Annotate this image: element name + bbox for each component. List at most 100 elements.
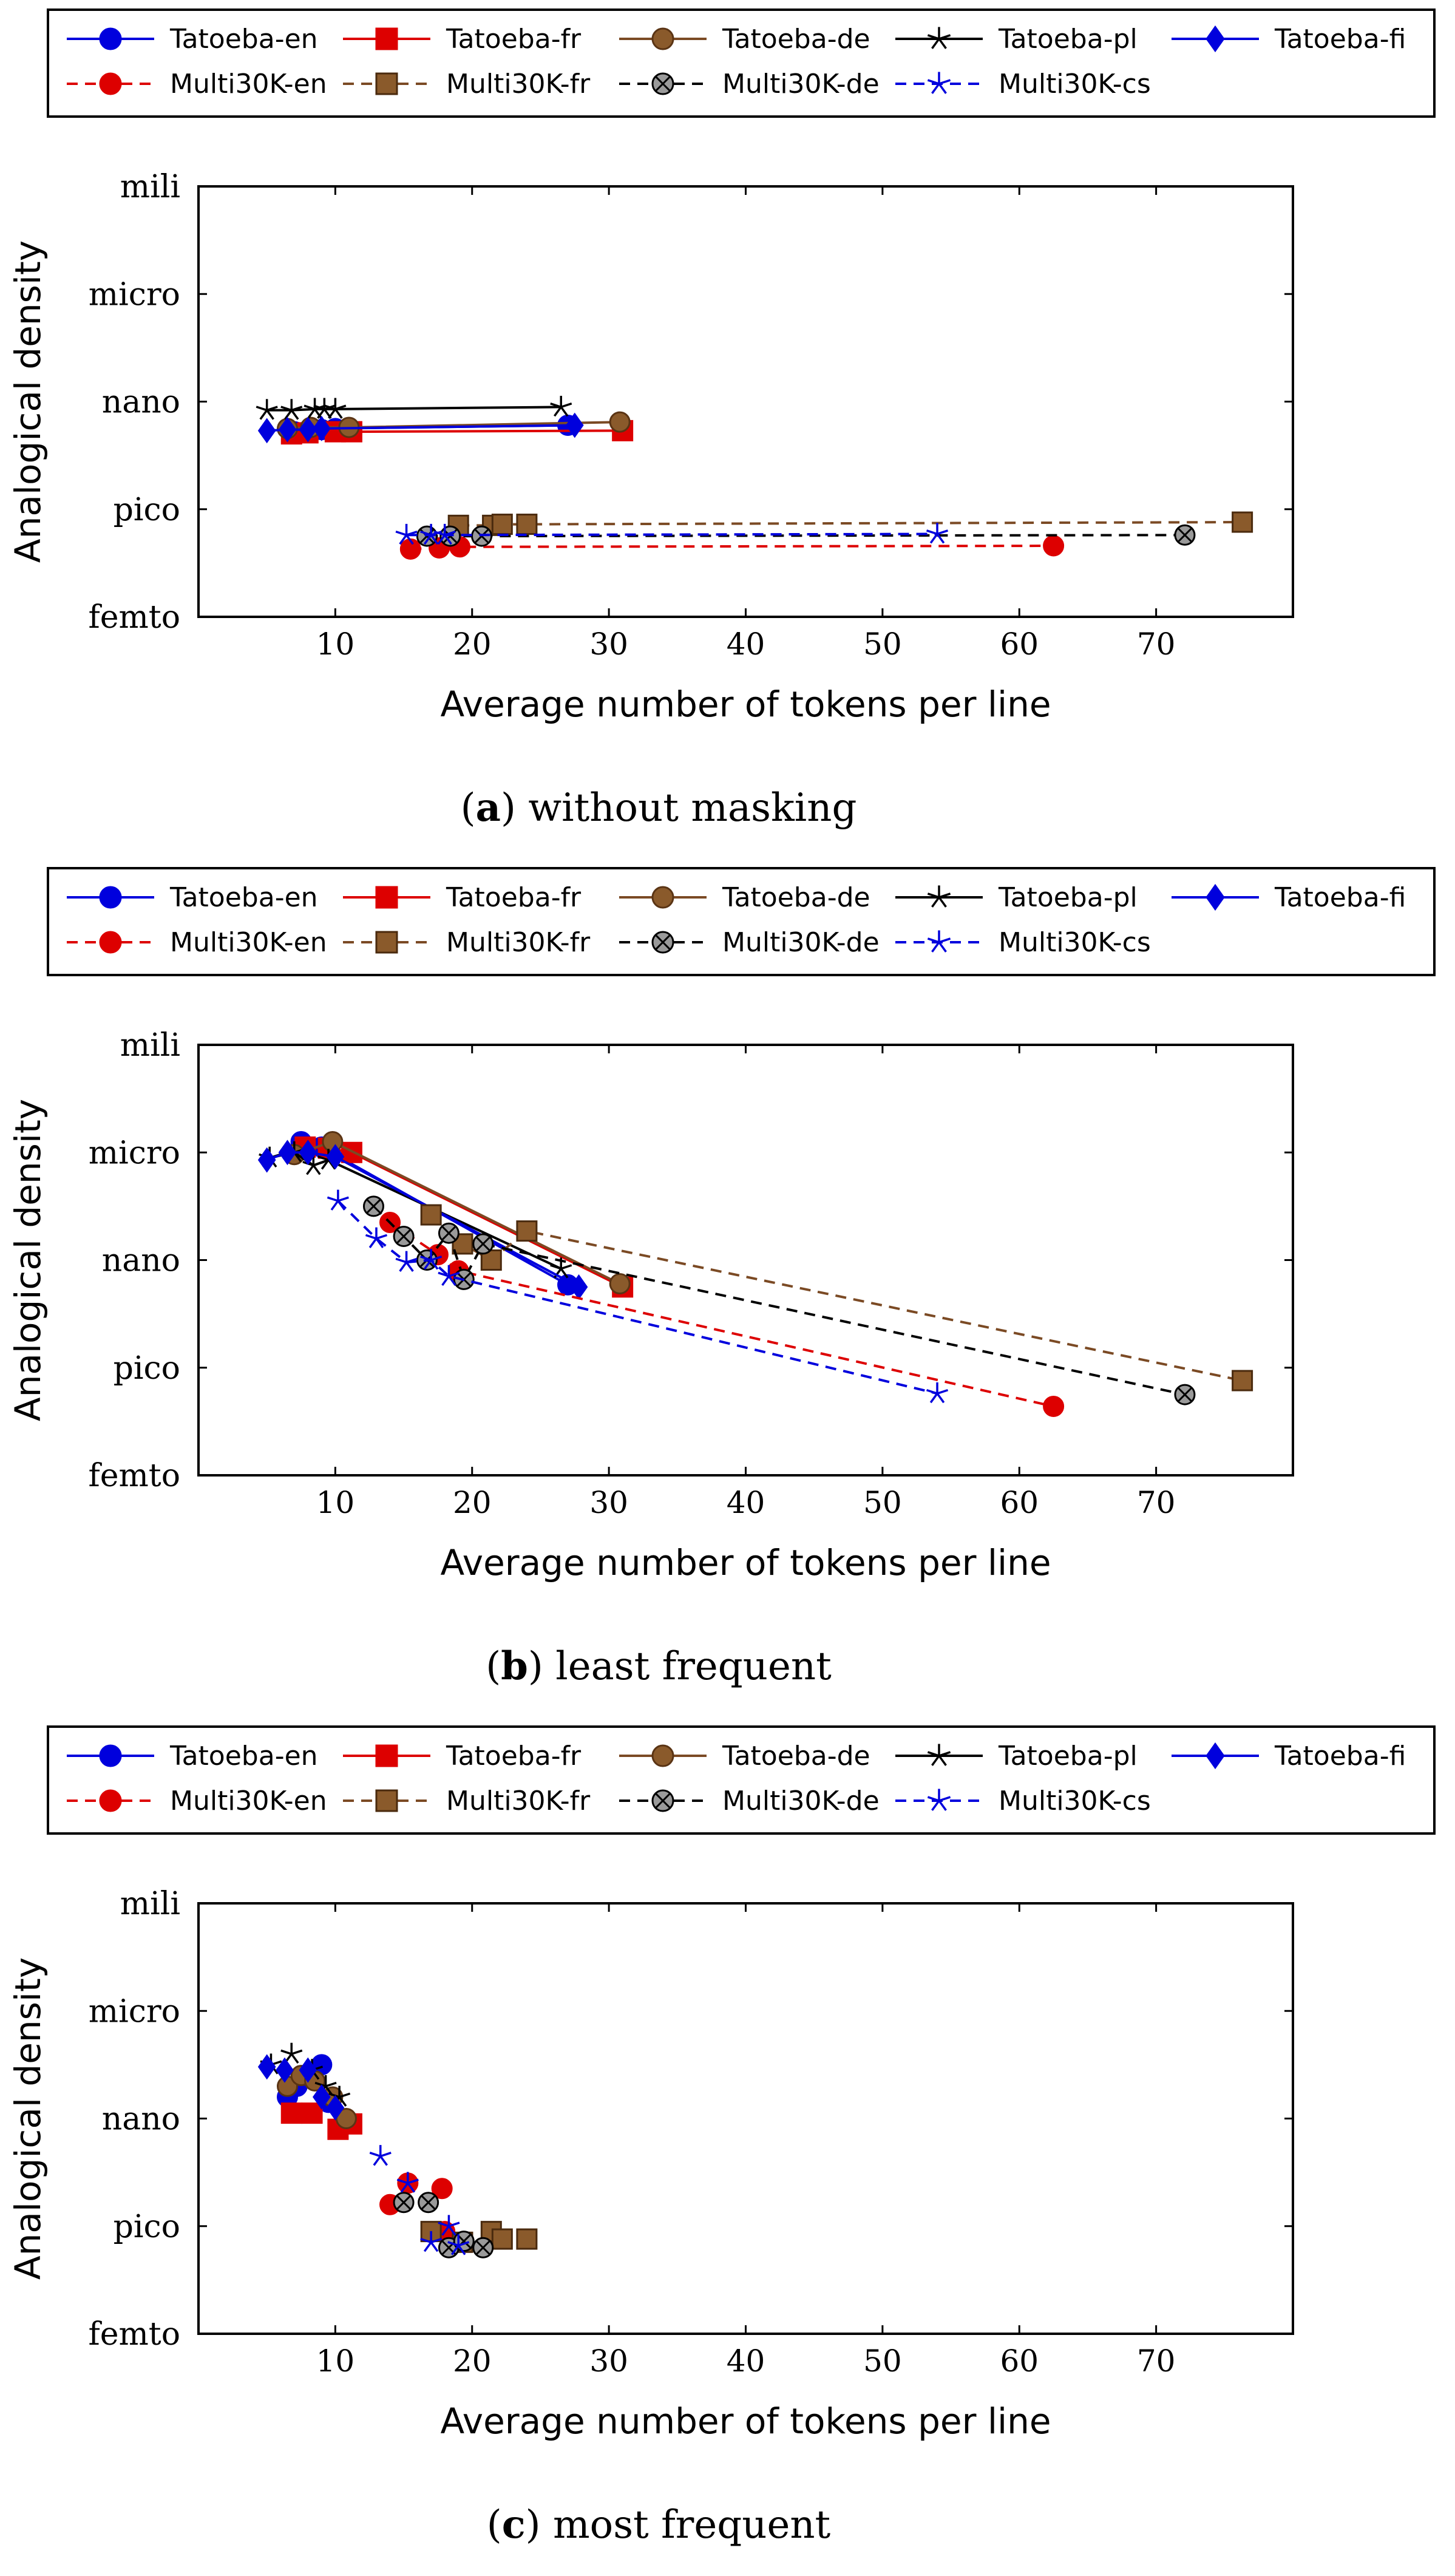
legend-label: Multi30K-fr <box>446 927 591 958</box>
x-tick-label: 70 <box>1137 2343 1176 2379</box>
data-point <box>369 2145 392 2166</box>
x-tick-label: 10 <box>316 1485 355 1520</box>
chart-c: Tatoeba-en Tatoeba-fr Tatoeba-de Tatoeba-pl… <box>7 1725 1436 2547</box>
data-point <box>276 2057 294 2083</box>
series-multi30k-fr <box>447 511 1253 536</box>
caption-label: a <box>476 785 501 831</box>
legend-marker <box>1206 1742 1225 1770</box>
legend-marker <box>375 1744 398 1767</box>
legend-label: Multi30K-de <box>722 69 880 100</box>
legend: Tatoeba-en Tatoeba-fr Tatoeba-de Tatoeba-pl… <box>47 8 1436 118</box>
data-point <box>420 1204 442 1226</box>
data-point <box>365 1227 388 1248</box>
x-tick-label: 60 <box>1000 1485 1039 1520</box>
data-point <box>491 514 513 535</box>
legend-box <box>47 867 1436 976</box>
legend-entry-multi30k-fr: Multi30K-fr <box>343 69 591 100</box>
legend-marker <box>651 886 674 909</box>
y-tick-label: nano <box>102 1243 180 1279</box>
legend-marker <box>927 930 951 953</box>
legend-label: Multi30K-cs <box>999 927 1151 958</box>
legend-entry-multi30k-en: Multi30K-en <box>67 1786 327 1816</box>
series-multi30k-cs <box>395 523 949 545</box>
legend-marker <box>651 72 674 95</box>
legend-entry-tatoeba-fr: Tatoeba-fr <box>343 1741 582 1772</box>
data-point <box>327 1189 349 1211</box>
x-axis-label: Average number of tokens per line <box>440 684 1051 725</box>
data-point <box>280 2102 302 2124</box>
data-point <box>299 2057 317 2083</box>
plot-area: 10 20 30 40 50 60 70 femto pico nano micro mili <box>88 1027 1294 1520</box>
caption-text: most frequent <box>553 2503 831 2547</box>
data-point <box>256 399 278 420</box>
legend-label: Tatoeba-pl <box>998 1741 1138 1772</box>
plot-frame <box>197 1044 1294 1477</box>
legend-marker <box>651 1789 674 1812</box>
legend-label: Multi30K-en <box>170 927 327 958</box>
legend-label: Tatoeba-en <box>169 1741 318 1772</box>
series-line <box>266 406 561 412</box>
data-point <box>257 418 276 444</box>
data-point <box>433 523 456 545</box>
data-point <box>324 398 347 419</box>
legend-marker <box>375 886 398 909</box>
legend: Tatoeba-en Tatoeba-fr Tatoeba-de Tatoeba-pl… <box>47 1725 1436 1835</box>
y-tick-label: mili <box>120 1886 180 1922</box>
legend-label: Tatoeba-fr <box>446 24 582 55</box>
data-point <box>362 1195 384 1217</box>
data-point <box>393 1226 415 1248</box>
legend-entry-multi30k-cs: Multi30K-cs <box>895 69 1151 100</box>
x-tick-label: 60 <box>1000 627 1039 662</box>
legend-marker <box>99 886 122 909</box>
data-point <box>1043 1396 1065 1418</box>
legend-entry-multi30k-cs: Multi30K-cs <box>895 1786 1151 1816</box>
legend-marker <box>375 931 398 954</box>
legend-label: Multi30K-fr <box>446 1786 591 1816</box>
legend-label: Multi30K-en <box>170 1786 327 1816</box>
data-point <box>1232 1370 1253 1392</box>
legend-entry-tatoeba-pl: Tatoeba-pl <box>895 882 1138 913</box>
data-point <box>278 416 297 443</box>
legend-entry-multi30k-fr: Multi30K-fr <box>343 927 591 958</box>
legend-label: Tatoeba-fr <box>446 882 582 913</box>
data-point <box>1232 511 1253 533</box>
data-point <box>278 1140 297 1166</box>
x-axis-label: Average number of tokens per line <box>440 2401 1051 2442</box>
legend-marker <box>99 931 122 954</box>
data-point <box>257 2054 276 2080</box>
data-point <box>299 1140 317 1166</box>
x-tick-label: 20 <box>453 2343 492 2379</box>
caption: (c) most frequent <box>487 2502 831 2547</box>
data-point <box>326 2095 345 2121</box>
data-point <box>438 1265 460 1286</box>
series-multi30k-cs <box>327 1189 949 1404</box>
series-multi30k-cs <box>369 2145 470 2255</box>
data-point <box>438 2215 460 2236</box>
data-point <box>1174 1384 1196 1405</box>
x-tick-label: 50 <box>863 2343 902 2379</box>
legend-marker <box>927 885 951 908</box>
y-tick-label: femto <box>88 1458 180 1494</box>
data-point <box>1043 535 1065 557</box>
legend-marker <box>99 72 122 95</box>
caption: (b) least frequent <box>486 1643 832 1689</box>
legend-entry-multi30k-en: Multi30K-en <box>67 927 327 958</box>
legend-box <box>47 1725 1436 1835</box>
data-point <box>472 1233 494 1255</box>
data-point <box>326 1144 345 1170</box>
y-tick-label: mili <box>120 169 180 205</box>
legend-entry-multi30k-en: Multi30K-en <box>67 69 327 100</box>
x-tick-label: 70 <box>1137 627 1176 662</box>
chart-b: Tatoeba-en Tatoeba-fr Tatoeba-de Tatoeba-pl… <box>7 867 1436 1689</box>
legend-marker <box>927 1744 951 1766</box>
legend-marker <box>375 72 398 95</box>
legend-marker <box>1206 25 1225 53</box>
y-tick-label: mili <box>120 1027 180 1064</box>
x-tick-label: 30 <box>589 627 628 662</box>
caption: (a) without masking <box>461 785 857 831</box>
y-tick-label: micro <box>89 276 180 313</box>
legend-label: Tatoeba-fi <box>1274 24 1406 55</box>
x-tick-label: 40 <box>727 1485 765 1520</box>
data-point <box>328 2085 351 2107</box>
data-point <box>395 523 418 545</box>
